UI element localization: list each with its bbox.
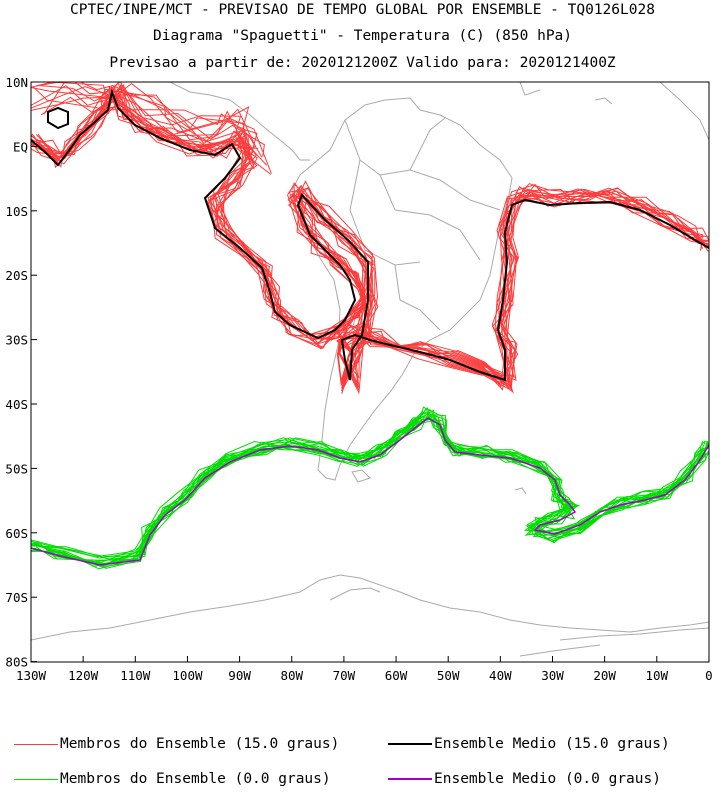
member-0-line [31,408,709,569]
lat-tick-label: 70S [5,590,28,605]
member-0-line [31,411,709,561]
member-0-line [31,407,707,570]
lon-tick-label: 50W [437,668,460,683]
lon-tick-label: 30W [541,668,564,683]
lon-tick-label: 100W [172,668,203,683]
legend-members-0-label: Membros do Ensemble (0.0 graus) [60,771,331,787]
lat-tick-label: 50S [5,461,28,476]
member-0-line [35,417,706,563]
member-15-line [31,95,709,394]
members-0-layer [31,406,709,570]
lon-tick-label: 120W [68,668,99,683]
member-15-line [36,97,709,382]
member-15-line [31,82,263,158]
title-line-2: Diagrama "Spaguetti" - Temperatura (C) (… [152,28,573,44]
legend-members-0: Membros do Ensemble (0.0 graus) [14,771,331,787]
member-0-line [31,411,709,558]
lon-tick-label: 10W [646,668,669,683]
lon-axis: 130W 120W 110W 100W 90W 80W 70W 60W 50W 40W 30W 20W… [16,656,713,683]
member-0-line [35,414,709,562]
member-0-line [31,417,707,566]
member-15-line [31,94,709,385]
member-15-line [31,95,704,388]
lat-tick-label: 20S [5,268,28,283]
spaghetti-map: 10N EQ 10S 20S 30S 40S 50S 60S 70S 80S 130W 120W 11… [5,75,713,683]
member-15-line [31,82,272,175]
lon-tick-label: 80W [280,668,303,683]
lat-tick-label: 60S [5,526,28,541]
legend-mean-15-swatch [388,743,432,745]
member-0-line [31,409,709,558]
members-15-layer [31,82,709,395]
legend-members-15-label: Membros do Ensemble (15.0 graus) [60,736,340,752]
legend-members-15-swatch [14,743,58,745]
mean-0-layer [31,417,709,566]
legend-mean-15: Ensemble Medio (15.0 graus) [388,736,670,752]
member-15-line [32,82,704,395]
lat-axis: 10N EQ 10S 20S 30S 40S 50S 60S 70S 80S [5,75,37,670]
legend-mean-0-label: Ensemble Medio (0.0 graus) [434,771,661,787]
legend-mean-0: Ensemble Medio (0.0 graus) [388,771,661,787]
member-15-line [32,82,258,162]
mean-15-loop [47,106,69,130]
member-15-line [31,86,272,174]
lat-tick-label: 40S [5,397,28,412]
lon-tick-label: 90W [228,668,251,683]
member-0-line [31,416,706,568]
member-0-line [34,416,709,564]
member-0-line [31,413,704,559]
member-15-line [43,82,255,170]
lon-tick-label: 60W [385,668,408,683]
mean-15-layer [31,88,709,382]
member-15-line [31,91,709,391]
member-0-line [33,416,707,565]
member-15-line [31,83,702,389]
legend-mean-0-swatch [388,778,432,780]
lon-tick-label: 70W [333,668,356,683]
member-0-line [36,415,705,561]
legend-members-15: Membros do Ensemble (15.0 graus) [14,736,339,752]
lon-tick-label: 110W [120,668,151,683]
legend-mean-15-label: Ensemble Medio (15.0 graus) [434,736,670,752]
legend-members-0-swatch [14,778,58,780]
member-0-line [31,406,709,567]
title-line-3: Previsao a partir de: 2020121200Z Valido… [109,55,616,71]
coastlines [31,82,709,657]
lon-tick-label: 0 [705,668,713,683]
lat-tick-label: EQ [13,139,28,154]
lat-tick-label: 10S [5,204,28,219]
mean-0-line [31,417,709,566]
lat-tick-label: 30S [5,333,28,348]
mean-15-line-west [31,88,709,382]
lon-tick-label: 40W [489,668,512,683]
lat-tick-label: 80S [5,655,28,670]
member-15-line [37,88,709,385]
member-0-line [32,418,709,565]
plot-frame [30,81,710,663]
lon-tick-label: 130W [16,668,47,683]
lat-tick-label: 10N [5,75,28,90]
lon-tick-label: 20W [593,668,616,683]
member-0-line [31,407,708,567]
title-line-1: CPTEC/INPE/MCT - PREVISAO DE TEMPO GLOBA… [70,2,655,18]
